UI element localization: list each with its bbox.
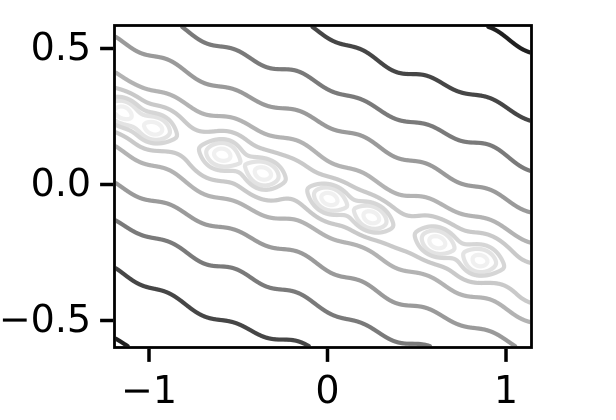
y-tick-label-1: 0.0	[30, 160, 92, 205]
y-tick-label-2: −0.5	[0, 296, 92, 341]
x-tick-label-1: 0	[315, 367, 340, 412]
y-tick-label-0: 0.5	[30, 24, 92, 69]
x-tick-label-2: 1	[493, 367, 519, 412]
x-tick-label-0: −1	[120, 367, 178, 412]
